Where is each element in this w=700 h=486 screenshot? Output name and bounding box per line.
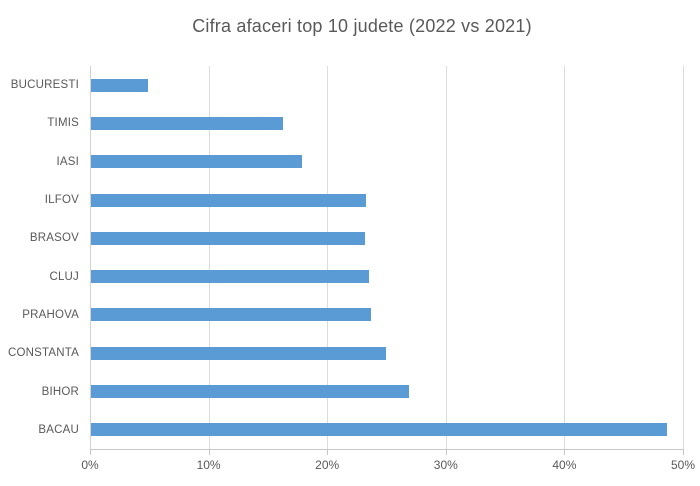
x-axis-label-40%: 40% [552,458,577,472]
bar-row-bucuresti: BUCURESTI [11,66,684,104]
gridline-10% [208,66,210,449]
axis-tick-50% [683,450,684,455]
category-label-brasov: BRASOV [29,232,79,245]
x-axis-label-10%: 10% [196,458,221,472]
category-label-prahova: PRAHOVA [22,308,79,321]
x-axis-label-30%: 30% [433,458,458,472]
plot-area: BUCURESTI TIMIS IASI ILFOV BRASOV CLUJ PRAHOVA… [8,66,684,455]
category-label-bucuresti: BUCURESTI [10,79,79,92]
bar-iasi [91,155,303,169]
axis-tick-30% [445,450,447,455]
bar-prahova [91,308,371,322]
bar-row-bacau: BACAU [38,411,684,449]
gridline-20% [327,66,329,449]
category-label-iasi: IASI [56,155,79,168]
bar-row-constanta: CONSTANTA [8,334,684,372]
axis-tick-20% [327,450,329,455]
x-axis-label-20%: 20% [315,458,340,472]
bar-brasov [91,231,365,245]
category-label-constanta: CONSTANTA [7,347,79,360]
bar-constanta [91,346,387,360]
bar-row-timis: TIMIS [47,104,684,142]
bar-bihor [91,385,409,399]
chart-title: Cifra afaceri top 10 judete (2022 vs 202… [192,16,532,36]
bar-row-cluj: CLUJ [49,258,684,296]
gridline-50% [683,66,684,449]
bar-row-brasov: BRASOV [30,219,684,257]
gridline-40% [564,66,566,449]
bar-row-iasi: IASI [56,143,684,181]
category-label-ilfov: ILFOV [44,194,79,207]
bar-row-bihor: BIHOR [42,372,684,410]
category-label-bihor: BIHOR [41,385,79,398]
axis-tick-0% [90,450,91,455]
gridline-30% [445,66,447,449]
bar-row-prahova: PRAHOVA [22,296,684,334]
axis-tick-10% [208,450,210,455]
x-axis-label-50%: 50% [670,458,696,472]
bar-ilfov [91,193,367,207]
bar-timis [91,116,284,130]
bar-bacau [91,423,668,437]
category-label-cluj: CLUJ [49,270,79,283]
bar-cluj [91,270,369,284]
bar-row-ilfov: ILFOV [45,181,684,219]
x-axis-label-0%: 0% [81,458,99,472]
category-label-bacau: BACAU [38,423,79,436]
axis-tick-40% [564,450,566,455]
bar-bucuresti [91,78,148,92]
category-label-timis: TIMIS [47,117,79,130]
